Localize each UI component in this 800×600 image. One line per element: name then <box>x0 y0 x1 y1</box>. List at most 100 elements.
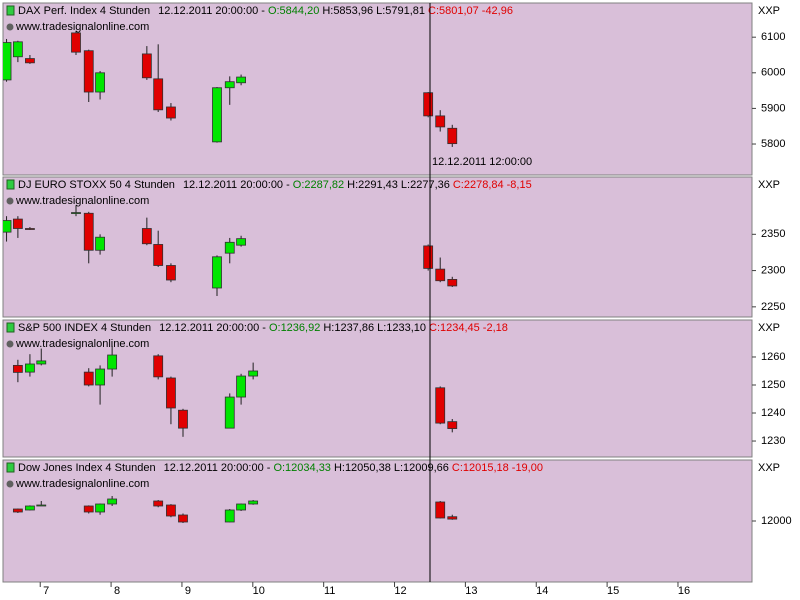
plot-area <box>2 2 753 176</box>
header-part: C:1234,45 <box>429 322 480 334</box>
x-tick-label: 14 <box>536 585 548 597</box>
candle-body <box>3 42 12 81</box>
plot-area <box>2 319 753 458</box>
y-tick-label: 1230 <box>761 435 785 447</box>
candle-body <box>36 504 47 507</box>
watermark-icon <box>6 197 14 205</box>
header-part: 12.12.2011 20:00:00 - <box>183 179 290 191</box>
watermark: www.tradesignalonline.com <box>15 478 149 490</box>
candle-body <box>212 256 222 289</box>
watermark-icon <box>6 23 14 31</box>
candle-body <box>178 514 188 523</box>
symbol-icon <box>6 5 15 16</box>
watermark: www.tradesignalonline.com <box>15 21 149 33</box>
candle-body <box>423 92 434 117</box>
candle-body <box>423 245 434 269</box>
header-part: -19,00 <box>512 462 543 474</box>
y-tick-label: 1260 <box>761 351 785 363</box>
candle-body <box>153 355 164 378</box>
candle-body <box>71 212 81 214</box>
y-tick-label: 5800 <box>761 138 785 150</box>
candle-body <box>36 360 47 365</box>
y-tick-label: 6000 <box>761 67 785 79</box>
axis-unit-label: XXP <box>758 5 780 17</box>
header-part: DJ EURO STOXX 50 4 Stunden <box>18 179 175 191</box>
candle-body <box>212 87 222 143</box>
candle-body <box>447 516 458 520</box>
candle-body <box>435 115 446 128</box>
header-part: C:5801,07 <box>428 5 479 17</box>
header-part: S&P 500 INDEX 4 Stunden <box>18 322 151 334</box>
candle-body <box>107 354 118 370</box>
header: DJ EURO STOXX 50 4 Stunden 12.12.2011 20:… <box>18 179 532 191</box>
candle-body <box>224 396 235 429</box>
candle-body <box>25 363 35 373</box>
candle-body <box>224 81 235 89</box>
candle-body <box>236 76 246 84</box>
candle-body <box>25 228 35 230</box>
candle-body <box>236 238 246 246</box>
header-part: DAX Perf. Index 4 Stunden <box>18 5 150 17</box>
candle-body <box>248 500 259 505</box>
header-part: H:1237,86 <box>323 322 374 334</box>
candle-body <box>447 279 458 287</box>
candles <box>12 345 458 437</box>
y-tick-label: 12000 <box>761 515 792 527</box>
x-tick-label: 10 <box>253 585 265 597</box>
header-part: C:2278,84 <box>453 179 504 191</box>
candle-body <box>3 220 12 233</box>
plot-area <box>2 176 753 318</box>
candle-body <box>95 236 105 251</box>
candle-body <box>12 41 23 58</box>
candle-body <box>25 58 35 64</box>
y-tick-label: 1240 <box>761 407 785 419</box>
header-part: L:1233,10 <box>377 322 426 334</box>
candle-body <box>25 505 35 511</box>
header-part: H:5853,96 <box>322 5 373 17</box>
candle-body <box>166 106 176 119</box>
candle-body <box>141 53 152 79</box>
candle-body <box>224 509 235 523</box>
candle-body <box>141 228 152 245</box>
candle-body <box>83 371 94 386</box>
crosshair-label: 12.12.2011 12:00:00 <box>432 156 532 168</box>
candle-body <box>447 127 458 145</box>
y-tick-label: 2250 <box>761 301 785 313</box>
candle-body <box>248 370 259 377</box>
candle-body <box>447 421 458 429</box>
header-part: O:12034,33 <box>273 462 331 474</box>
symbol-icon <box>6 179 15 190</box>
candle-body <box>435 268 446 282</box>
y-tick-label: 2350 <box>761 228 785 240</box>
candle-body <box>166 377 176 409</box>
candles <box>12 496 458 523</box>
y-tick-label: 5900 <box>761 102 785 114</box>
candles <box>3 30 458 147</box>
header-part: O:5844,20 <box>268 5 319 17</box>
axis-unit-label: XXP <box>758 322 780 334</box>
header-part: L:2277,36 <box>401 179 450 191</box>
candle-body <box>166 265 176 281</box>
candle-body <box>178 409 188 429</box>
candle-body <box>153 78 164 111</box>
header: DAX Perf. Index 4 Stunden 12.12.2011 20:0… <box>18 5 513 17</box>
candles <box>3 205 458 296</box>
candle-body <box>95 72 105 93</box>
symbol-icon <box>6 462 15 473</box>
y-tick-label: 6100 <box>761 31 785 43</box>
x-tick-label: 9 <box>185 585 191 597</box>
x-tick-label: 11 <box>324 585 335 597</box>
y-tick-label: 1250 <box>761 379 785 391</box>
axis-unit-label: XXP <box>758 179 780 191</box>
candle-body <box>71 32 81 53</box>
candle-body <box>12 508 23 513</box>
header: Dow Jones Index 4 Stunden 12.12.2011 20:0… <box>18 462 543 474</box>
watermark: www.tradesignalonline.com <box>15 195 149 207</box>
x-tick-label: 13 <box>465 585 477 597</box>
watermark-icon <box>6 480 14 488</box>
header-part: -8,15 <box>507 179 532 191</box>
candle-body <box>83 505 94 513</box>
x-tick-label: 7 <box>43 585 49 597</box>
header-part: H:12050,38 <box>334 462 391 474</box>
header-part: C:12015,18 <box>452 462 509 474</box>
